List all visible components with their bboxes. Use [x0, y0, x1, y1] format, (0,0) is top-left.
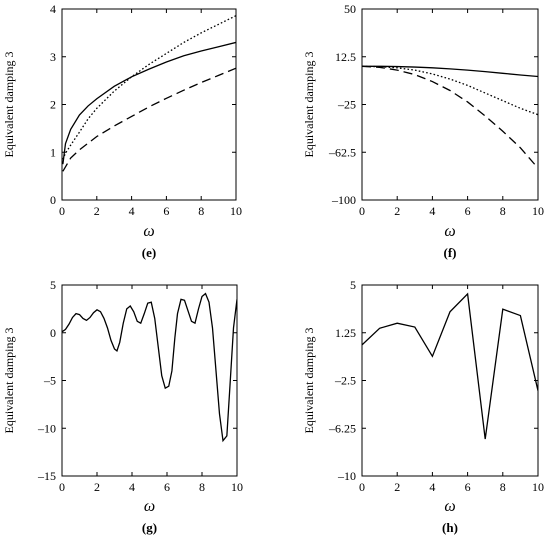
x-tick-label: 4 [129, 204, 135, 218]
series-line-dotted [362, 65, 538, 116]
x-tick-label: 4 [429, 480, 435, 494]
panel-label: (f) [444, 245, 457, 260]
x-tick-label: 4 [129, 480, 135, 494]
y-axis-label: Equivalent damping 3 [302, 52, 316, 158]
series-line-dashed [362, 65, 538, 169]
y-tick-label: –6.25 [328, 421, 356, 435]
series-line-solid [62, 292, 237, 443]
x-tick-label: 6 [465, 480, 471, 494]
x-tick-label: 2 [94, 204, 100, 218]
y-tick-label: –2.5 [334, 374, 356, 388]
y-tick-label: –10 [337, 469, 356, 483]
plot-frame [61, 8, 237, 201]
plot-frame [361, 284, 539, 477]
x-tick-label: 6 [163, 204, 169, 218]
panel-label: (e) [142, 245, 156, 260]
series-line-solid [362, 292, 538, 440]
x-tick-label: 0 [59, 480, 65, 494]
y-tick-label: 5 [50, 278, 56, 292]
y-tick-label: –62.5 [328, 145, 356, 159]
chart-panel: 0 2 4 6 8 10 5 0 –5 –10 –15 Equivalent damping 3 ω (g… [2, 278, 243, 535]
x-tick-label: 8 [500, 204, 506, 218]
y-tick-label: –100 [331, 193, 356, 207]
y-tick-label: 2 [50, 98, 56, 112]
y-tick-label: –10 [37, 421, 56, 435]
y-tick-label: 50 [344, 2, 356, 16]
x-tick-label: 10 [532, 480, 544, 494]
panel-label: (h) [442, 520, 458, 535]
x-tick-label: 0 [59, 204, 65, 218]
series-line-dotted [62, 15, 236, 160]
x-tick-label: 0 [359, 480, 365, 494]
y-axis-label: Equivalent damping 3 [2, 328, 16, 434]
x-tick-label: 10 [230, 204, 242, 218]
x-tick-label: 0 [359, 204, 365, 218]
series-line-dashed [62, 67, 236, 172]
y-axis-label: Equivalent damping 3 [2, 52, 16, 158]
x-tick-label: 6 [465, 204, 471, 218]
y-axis-label: Equivalent damping 3 [302, 328, 316, 434]
chart-panel: 0 2 4 6 8 10 50 12.5 –25 –62.5 –100 Equivalent damp… [302, 2, 544, 260]
y-tick-label: 4 [50, 2, 56, 16]
x-axis-label: ω [144, 498, 155, 515]
y-tick-label: 0 [50, 193, 56, 207]
y-tick-label: 3 [50, 50, 56, 64]
y-tick-label: 12.5 [335, 50, 356, 64]
chart-panel: 0 2 4 6 8 10 5 1.25 –2.5 –6.25 –10 Equivalent dampi… [302, 278, 544, 535]
panel-label: (g) [142, 520, 157, 535]
x-tick-label: 8 [500, 480, 506, 494]
y-tick-label: 1.25 [335, 326, 356, 340]
y-tick-label: –5 [43, 374, 56, 388]
y-tick-label: –25 [337, 98, 356, 112]
x-tick-label: 8 [198, 204, 204, 218]
x-axis-label: ω [143, 223, 154, 240]
y-tick-label: 0 [50, 326, 56, 340]
x-tick-label: 4 [429, 204, 435, 218]
x-tick-label: 2 [94, 480, 100, 494]
x-tick-label: 2 [394, 204, 400, 218]
y-tick-label: –15 [37, 469, 56, 483]
x-tick-label: 8 [199, 480, 205, 494]
y-tick-label: 5 [350, 278, 356, 292]
y-tick-label: 1 [50, 145, 56, 159]
series-line-solid [362, 65, 538, 78]
x-axis-label: ω [444, 498, 455, 515]
x-tick-label: 10 [532, 204, 544, 218]
x-tick-label: 6 [164, 480, 170, 494]
x-axis-label: ω [444, 223, 455, 240]
series-line-solid [62, 41, 236, 165]
chart-panel: 0 2 4 6 8 10 0 1 2 3 4 Equivalent damping 3 ω (e) [2, 2, 242, 260]
x-tick-label: 10 [231, 480, 243, 494]
x-tick-label: 2 [394, 480, 400, 494]
